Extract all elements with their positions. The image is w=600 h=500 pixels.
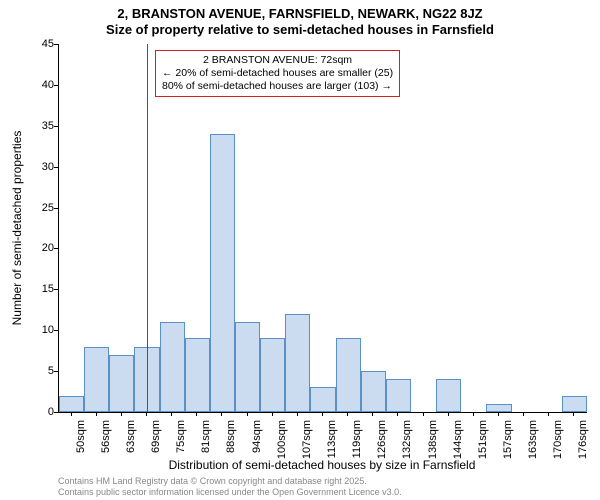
y-tick-label: 5 [24,365,54,377]
y-axis-label: Number of semi-detached properties [10,44,24,412]
x-tick [523,412,524,416]
histogram-bar [336,338,361,412]
y-tick [54,330,58,331]
x-axis-label: Distribution of semi-detached houses by … [58,458,586,472]
x-tick [473,412,474,416]
y-tick [54,126,58,127]
footer-line-1: Contains HM Land Registry data © Crown c… [58,476,402,487]
footer-attribution: Contains HM Land Registry data © Crown c… [58,476,402,498]
x-tick [121,412,122,416]
chart-title-main: 2, BRANSTON AVENUE, FARNSFIELD, NEWARK, … [0,6,600,21]
y-tick [54,44,58,45]
x-tick [71,412,72,416]
x-tick [221,412,222,416]
y-tick [54,248,58,249]
x-tick [548,412,549,416]
histogram-bar [235,322,260,412]
y-tick-label: 30 [24,161,54,173]
y-tick-label: 25 [24,202,54,214]
histogram-bar [562,396,587,412]
x-tick [498,412,499,416]
histogram-bar [285,314,310,412]
x-tick [146,412,147,416]
chart-container: 2, BRANSTON AVENUE, FARNSFIELD, NEWARK, … [0,0,600,500]
y-tick [54,85,58,86]
y-tick-label: 0 [24,406,54,418]
histogram-bar [109,355,134,412]
x-tick [448,412,449,416]
x-tick [372,412,373,416]
y-tick-label: 20 [24,242,54,254]
y-tick [54,371,58,372]
x-tick [96,412,97,416]
y-tick-label: 45 [24,38,54,50]
x-tick [322,412,323,416]
y-tick-label: 35 [24,120,54,132]
x-tick [171,412,172,416]
footer-line-2: Contains public sector information licen… [58,487,402,498]
annotation-box: 2 BRANSTON AVENUE: 72sqm← 20% of semi-de… [155,50,400,97]
x-tick [247,412,248,416]
histogram-bar [361,371,386,412]
annotation-line: ← 20% of semi-detached houses are smalle… [162,67,393,80]
x-tick [573,412,574,416]
histogram-bar [486,404,511,412]
y-tick [54,208,58,209]
histogram-bar [210,134,235,412]
histogram-bar [160,322,185,412]
x-tick [423,412,424,416]
y-tick [54,289,58,290]
histogram-bar [260,338,285,412]
histogram-bar [59,396,84,412]
y-tick-label: 10 [24,324,54,336]
histogram-bar [84,347,109,412]
reference-line [147,44,148,412]
x-tick [347,412,348,416]
annotation-line: 2 BRANSTON AVENUE: 72sqm [162,54,393,67]
chart-title-sub: Size of property relative to semi-detach… [0,22,600,37]
y-tick [54,412,58,413]
histogram-bar [386,379,411,412]
x-tick [272,412,273,416]
histogram-bar [185,338,210,412]
y-tick-label: 15 [24,283,54,295]
x-tick [397,412,398,416]
x-tick [297,412,298,416]
histogram-bar [436,379,461,412]
histogram-bar [310,387,335,412]
y-tick-label: 40 [24,79,54,91]
y-tick [54,167,58,168]
x-tick [196,412,197,416]
plot-area: 2 BRANSTON AVENUE: 72sqm← 20% of semi-de… [58,44,587,413]
annotation-line: 80% of semi-detached houses are larger (… [162,80,393,93]
